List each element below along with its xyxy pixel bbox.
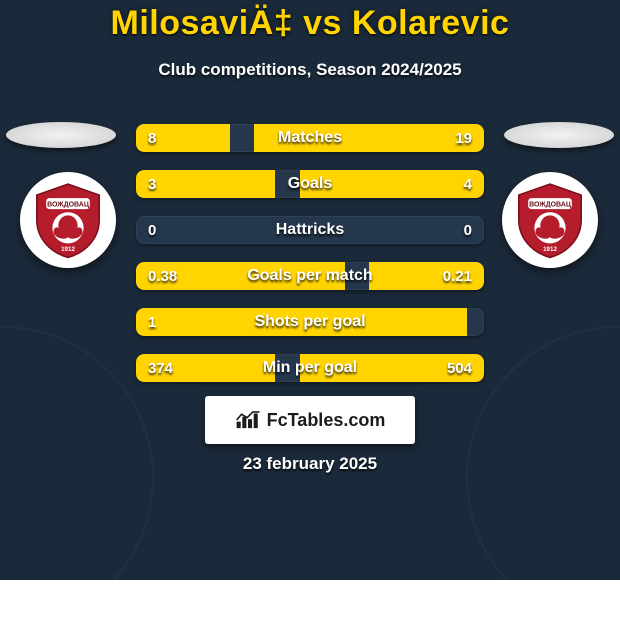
page-title: MilosaviÄ‡ vs Kolarevic — [0, 4, 620, 43]
svg-text:ВОЖДОВАЦ: ВОЖДОВАЦ — [47, 202, 90, 209]
club-crest-right: ВОЖДОВАЦ 1912 — [502, 172, 598, 268]
chart-icon — [235, 409, 261, 431]
bar-left — [136, 308, 467, 336]
stat-row: 819Matches — [136, 124, 484, 152]
stat-value-right: 0.21 — [431, 262, 484, 290]
stat-row: 34Goals — [136, 170, 484, 198]
stat-value-left: 8 — [136, 124, 168, 152]
crest-icon: ВОЖДОВАЦ 1912 — [29, 181, 107, 259]
stat-value-left: 0 — [136, 216, 168, 244]
brand-badge[interactable]: FcTables.com — [205, 396, 415, 444]
stat-row: 1Shots per goal — [136, 308, 484, 336]
date-label: 23 february 2025 — [0, 454, 620, 474]
stat-value-right: 19 — [443, 124, 484, 152]
stat-bars: 819Matches34Goals00Hattricks0.380.21Goal… — [136, 124, 484, 400]
stat-value-right: 0 — [452, 216, 484, 244]
stat-value-right — [460, 308, 484, 336]
stat-value-left: 3 — [136, 170, 168, 198]
stat-value-left: 0.38 — [136, 262, 189, 290]
stat-row: 0.380.21Goals per match — [136, 262, 484, 290]
crest-icon: ВОЖДОВАЦ 1912 — [511, 181, 589, 259]
subtitle: Club competitions, Season 2024/2025 — [0, 60, 620, 80]
svg-text:1912: 1912 — [543, 246, 557, 253]
stat-row: 374504Min per goal — [136, 354, 484, 382]
club-crest-left: ВОЖДОВАЦ 1912 — [20, 172, 116, 268]
stat-value-right: 504 — [435, 354, 484, 382]
brand-text: FcTables.com — [267, 410, 386, 431]
stat-value-right: 4 — [452, 170, 484, 198]
player-avatar-left — [6, 122, 116, 148]
player-avatar-right — [504, 122, 614, 148]
svg-text:ВОЖДОВАЦ: ВОЖДОВАЦ — [529, 202, 572, 209]
stat-label: Hattricks — [136, 216, 484, 244]
stat-value-left: 1 — [136, 308, 168, 336]
stat-value-left: 374 — [136, 354, 185, 382]
stat-row: 0 0Hattricks — [136, 216, 484, 244]
svg-text:1912: 1912 — [61, 246, 75, 253]
